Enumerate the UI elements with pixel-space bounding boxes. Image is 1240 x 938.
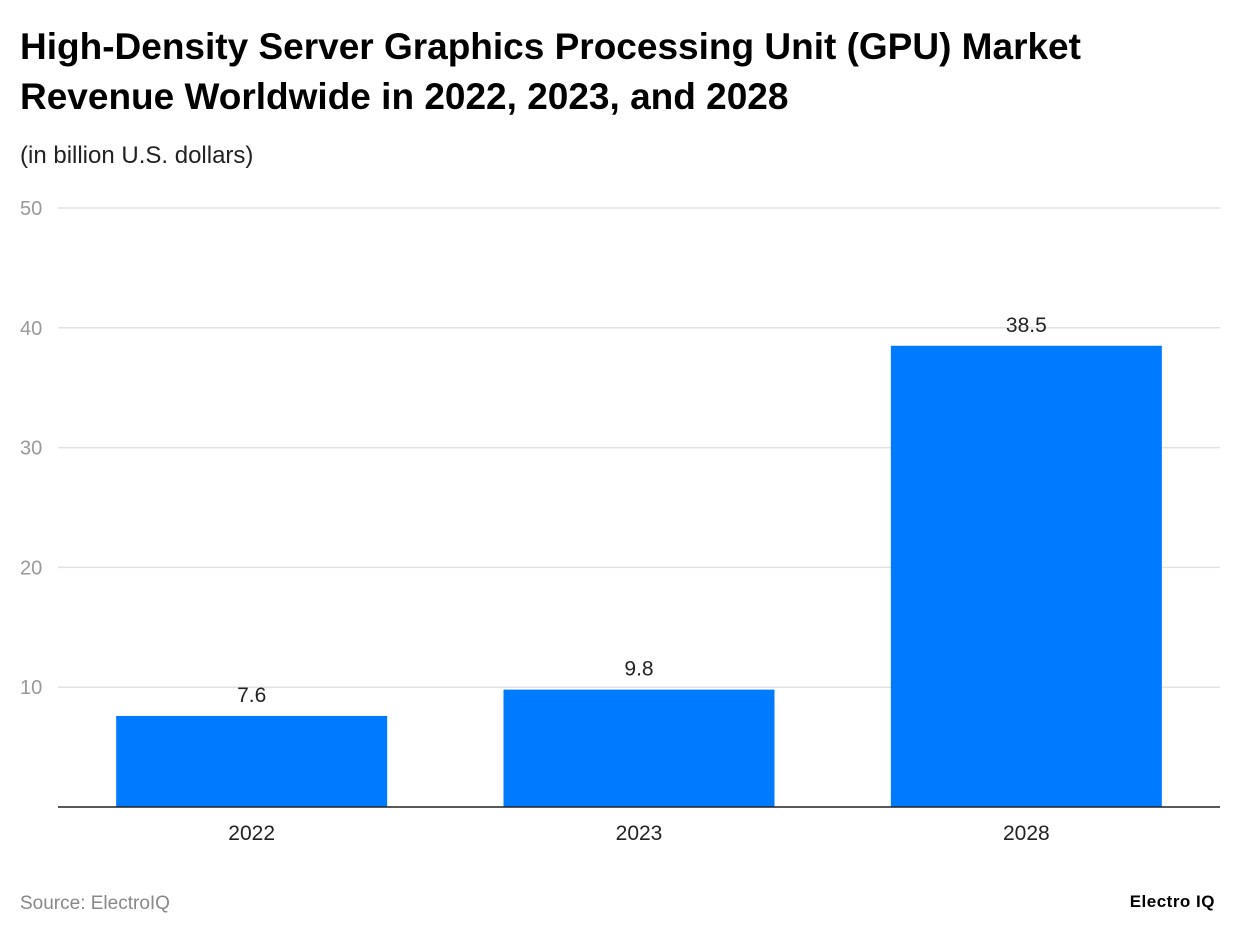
bar-2028 bbox=[890, 345, 1162, 807]
data-label: 38.5 bbox=[1006, 314, 1047, 337]
x-tick-label: 2023 bbox=[616, 822, 663, 845]
source-note: Source: ElectroIQ bbox=[20, 893, 170, 914]
chart-subtitle: (in billion U.S. dollars) bbox=[20, 142, 254, 169]
chart-title: High-Density Server Graphics Processing … bbox=[20, 26, 1081, 117]
y-tick-label: 50 bbox=[20, 198, 42, 220]
electroiq-logo: Electro IQ bbox=[1129, 892, 1215, 911]
bar-2022 bbox=[116, 715, 388, 807]
y-tick-label: 30 bbox=[20, 438, 42, 460]
x-tick-label: 2028 bbox=[1003, 822, 1050, 845]
y-tick-label: 10 bbox=[20, 677, 42, 699]
bar-2023 bbox=[503, 689, 775, 807]
y-tick-label: 20 bbox=[20, 557, 42, 579]
x-tick-label: 2022 bbox=[228, 822, 275, 845]
data-label: 9.8 bbox=[624, 658, 653, 681]
data-label: 7.6 bbox=[237, 684, 266, 707]
y-tick-label: 40 bbox=[20, 318, 42, 340]
